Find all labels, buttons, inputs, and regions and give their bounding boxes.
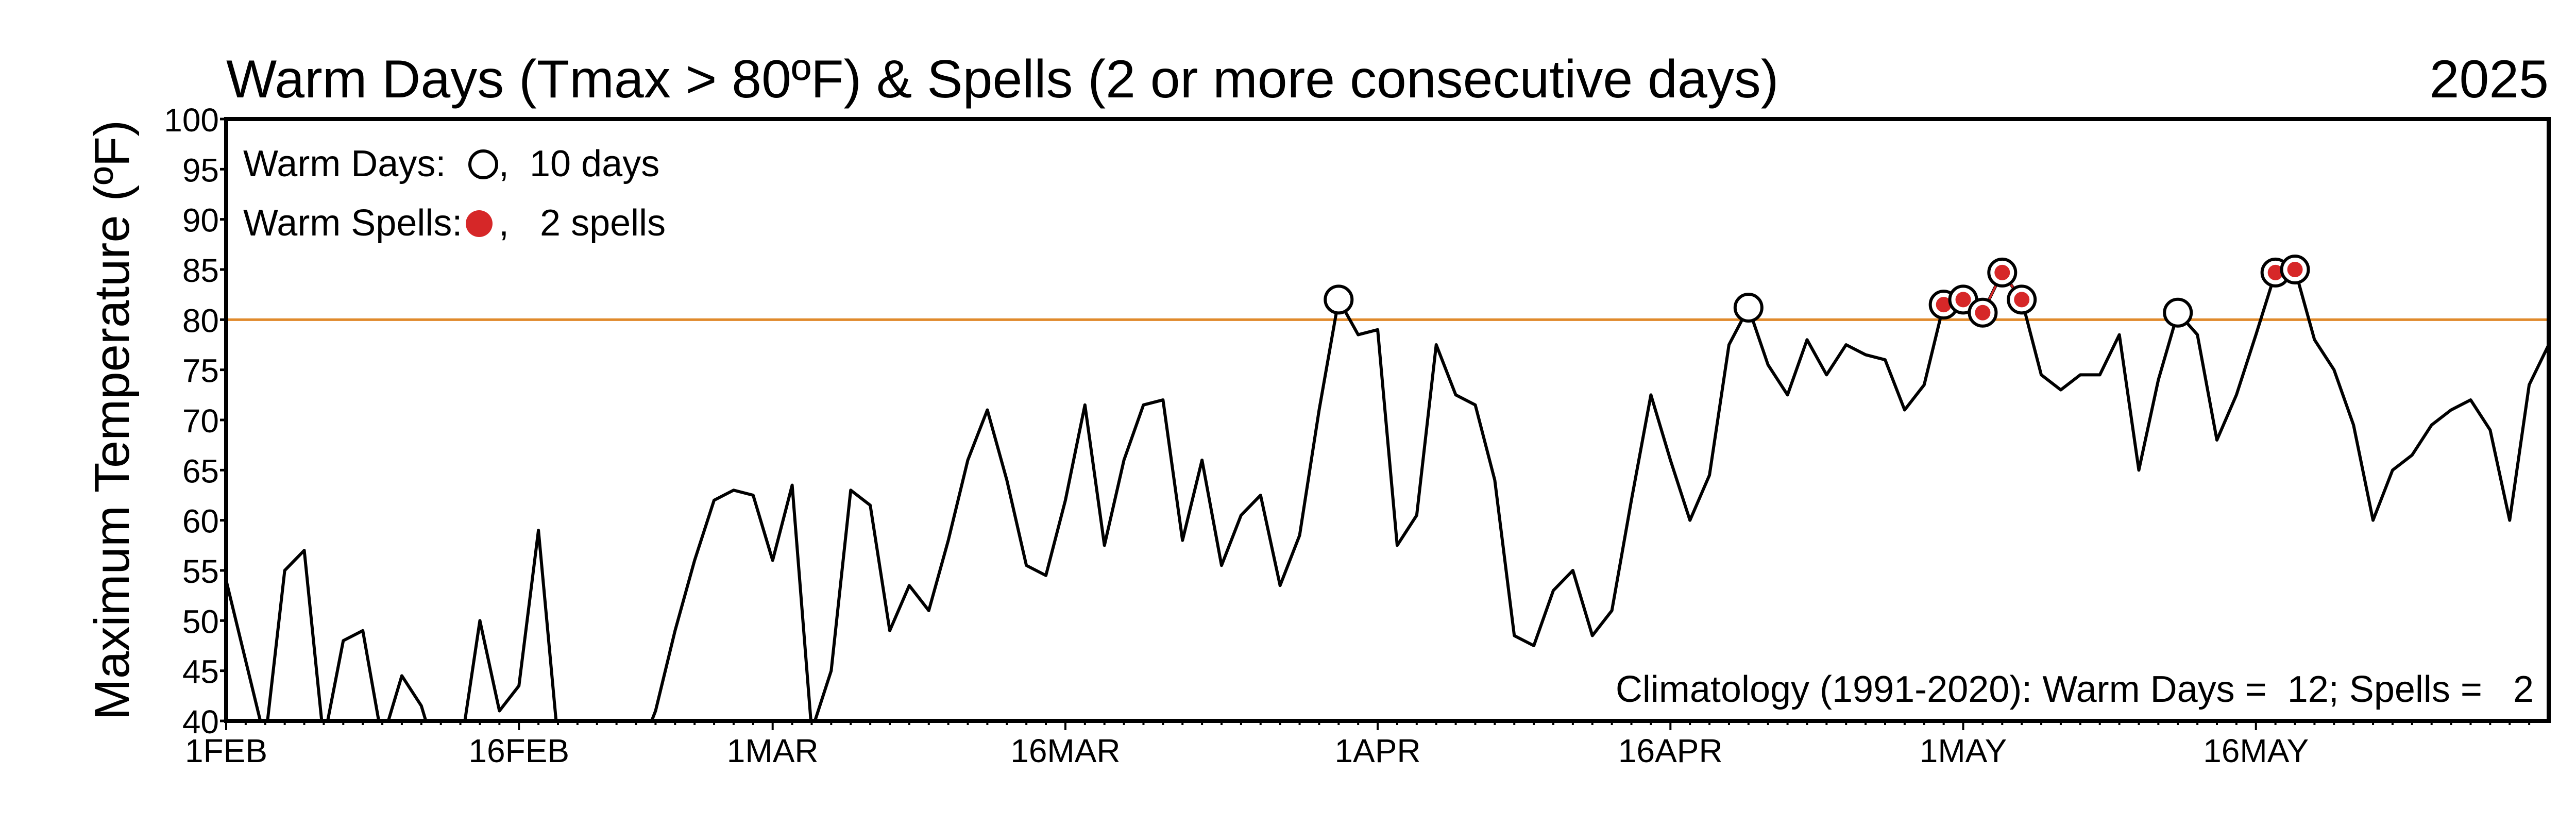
legend-label: Warm Spells: [243, 203, 462, 244]
spell-marker [1936, 297, 1952, 313]
y-tick-label: 60 [182, 503, 219, 540]
x-tick-label: 1MAY [1920, 732, 2007, 769]
warm-day-marker [1324, 284, 1354, 315]
chart-title: Warm Days (Tmax > 80ºF) & Spells (2 or m… [226, 49, 1778, 109]
spell-marker [2287, 262, 2303, 277]
spell-marker [2014, 292, 2030, 308]
legend-text: , 2 spells [499, 203, 666, 244]
legend-label: Warm Days: [243, 143, 446, 184]
y-tick-label: 45 [182, 653, 219, 691]
annotation: Climatology (1991-2020): Warm Days = 12;… [1616, 669, 2534, 710]
x-tick-label: 1FEB [185, 732, 267, 769]
y-tick-label: 70 [182, 402, 219, 440]
y-tick-label: 65 [182, 452, 219, 490]
x-tick-label: 16FEB [468, 732, 569, 769]
spell-marker [1955, 292, 1971, 308]
y-tick-label: 95 [182, 151, 219, 189]
y-tick-label: 80 [182, 302, 219, 339]
data-line [226, 268, 2549, 721]
x-tick-label: 16MAY [2203, 732, 2309, 769]
plot-frame [224, 117, 2551, 723]
y-tick-label: 100 [164, 102, 219, 139]
y-tick-label: 50 [182, 603, 219, 640]
x-tick-label: 1MAR [727, 732, 819, 769]
warm-day-marker [1733, 292, 1764, 323]
plot-area [226, 255, 2549, 721]
y-tick-label: 75 [182, 352, 219, 390]
spell-marker [2267, 264, 2283, 280]
y-axis-label: Maximum Temperature (ºF) [84, 120, 140, 720]
y-tick-label: 85 [182, 252, 219, 289]
year-label: 2025 [2430, 49, 2549, 109]
spell-marker [1975, 305, 1991, 321]
legend-marker [466, 210, 493, 237]
x-tick-label: 16MAR [1010, 732, 1120, 769]
legend-marker [468, 149, 498, 179]
x-tick-label: 1APR [1334, 732, 1420, 769]
legend-text: , 10 days [499, 143, 659, 184]
y-tick-label: 90 [182, 202, 219, 239]
spell-marker [1994, 264, 2010, 280]
warm-day-marker [2163, 297, 2193, 328]
y-tick-label: 40 [182, 703, 219, 740]
x-tick-label: 16APR [1618, 732, 1723, 769]
y-tick-label: 55 [182, 553, 219, 590]
